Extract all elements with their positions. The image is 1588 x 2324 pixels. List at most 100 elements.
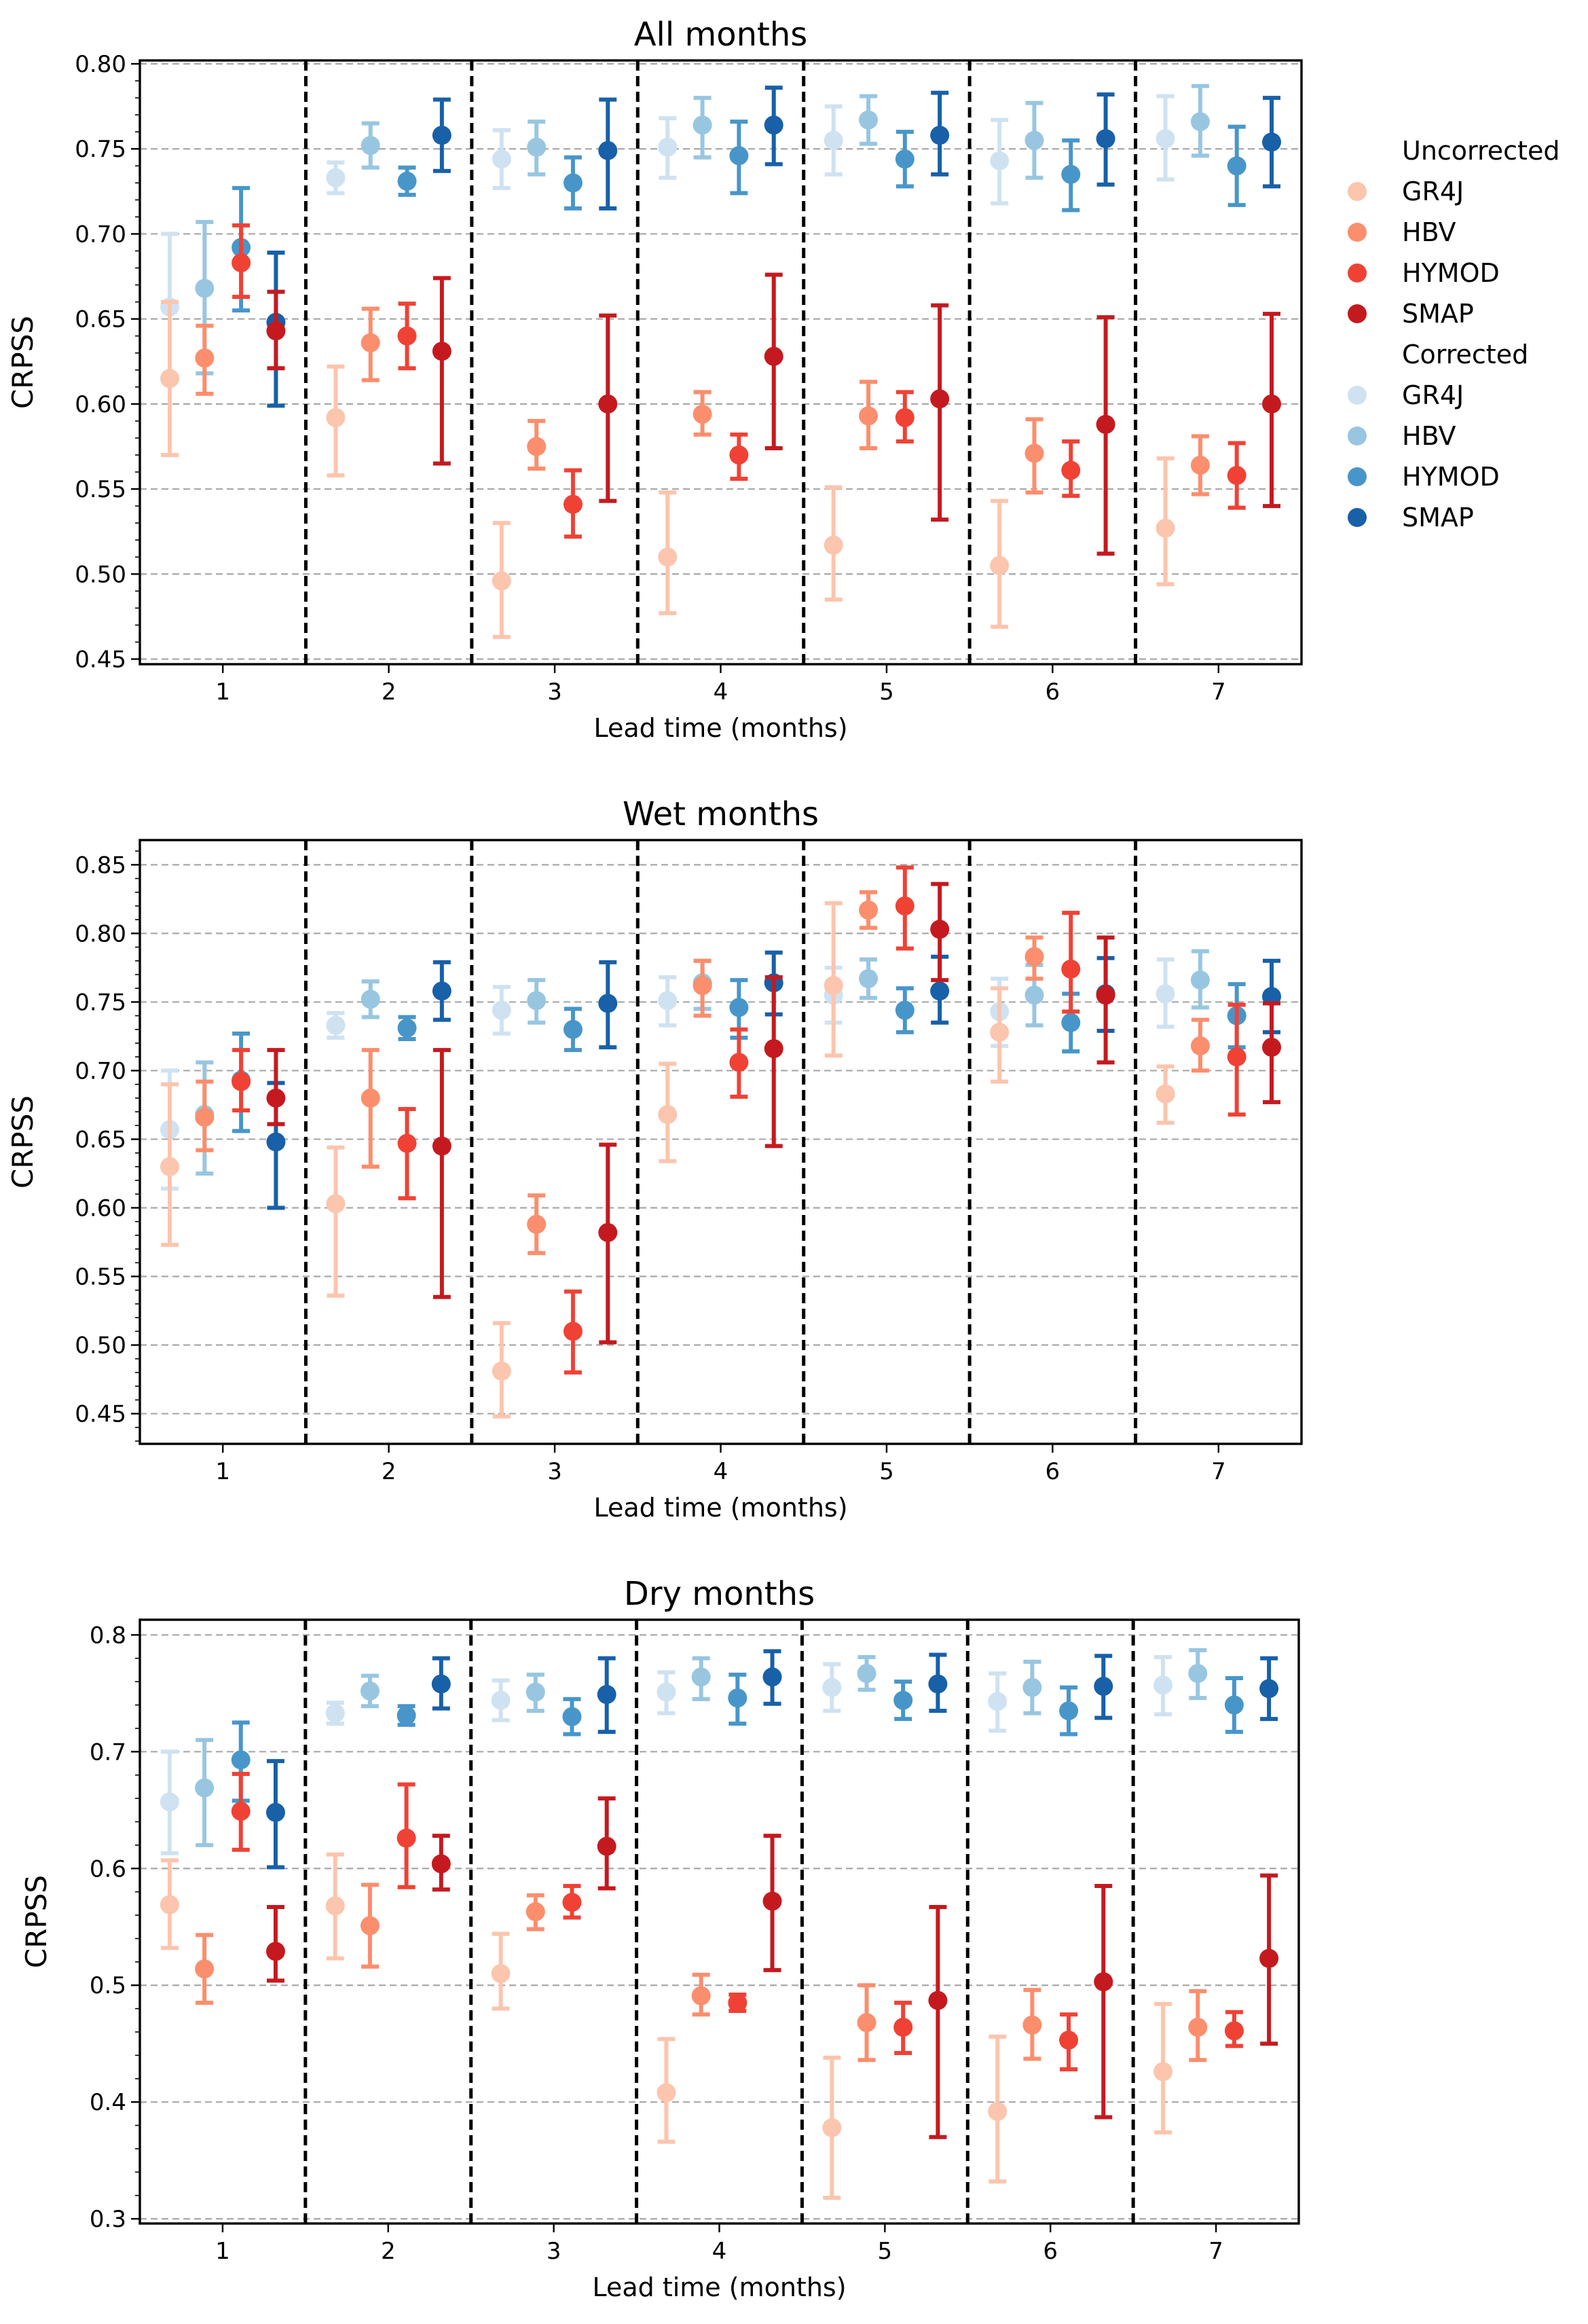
y-tick-label: 0.50 [75,561,126,588]
panel-2: 0.45 0.50 0.55 0.60 0.65 0.70 0.75 0.80 0.85 1 2 3 4… [6,795,1303,1523]
x-axis-label: Lead time (months) [593,1493,847,1523]
data-point [857,1664,876,1684]
legend-label: HYMOD [1402,258,1500,288]
data-point [1153,2062,1173,2082]
data-point [266,1132,286,1152]
chart-title: All months [634,16,808,54]
legend-label: HYMOD [1402,462,1500,492]
y-tick-label: 0.55 [75,476,126,503]
data-point [1262,1038,1282,1057]
data-point [527,137,547,157]
chart-title: Wet months [623,795,819,833]
data-point [1022,1677,1042,1697]
data-point [563,1019,583,1039]
data-point [597,1685,616,1705]
data-point [1259,1679,1279,1699]
legend-group-title: Corrected [1402,340,1528,369]
data-point [691,1986,711,2005]
x-tick-label: 5 [879,1458,894,1485]
data-point [1156,518,1175,538]
data-point [432,342,451,361]
data-point [1024,130,1044,150]
data-point [658,547,678,567]
data-point [360,1916,380,1936]
data-point [195,348,215,368]
legend-label: SMAP [1402,503,1474,532]
y-tick-label: 0.75 [75,989,126,1016]
y-axis-label: CRPSS [6,1095,39,1188]
data-point [895,407,915,427]
y-tick-label: 0.45 [75,1401,126,1428]
data-point [266,1088,286,1108]
legend-marker [1348,264,1367,283]
x-tick-label: 3 [547,1458,562,1485]
data-point [491,1690,511,1710]
data-point [265,1802,285,1822]
data-point [1024,947,1044,966]
x-tick-label: 1 [215,678,230,706]
series-uncorrected-smap [266,882,1282,1345]
data-point [990,151,1010,170]
data-point [527,991,547,1011]
y-tick-label: 0.7 [90,1739,126,1766]
data-point [396,1828,416,1848]
data-point [729,146,749,166]
data-point [658,991,678,1011]
data-point [492,571,511,591]
data-point [396,1706,416,1726]
data-point [1156,984,1175,1004]
data-point [1262,394,1282,414]
y-tick-label: 0.50 [75,1332,126,1360]
data-point [895,149,915,169]
legend-label: GR4J [1402,177,1464,206]
y-tick-label: 0.65 [75,1126,126,1153]
legend: Uncorrected GR4J HBV HYMOD SMAP Corrected GR4J… [1348,136,1559,532]
data-point [432,126,451,145]
data-point [657,2083,676,2103]
x-tick-label: 2 [382,678,396,706]
data-point [1096,129,1115,149]
data-point [1224,2021,1244,2041]
data-point [326,1194,346,1214]
data-point [859,110,879,130]
data-point [195,278,215,298]
data-point [1190,112,1210,132]
data-point [895,896,915,915]
data-point [824,535,843,555]
data-point [1227,466,1247,486]
data-point [988,1692,1008,1711]
x-tick-label: 4 [714,678,728,706]
data-point [1061,460,1081,480]
data-point [1153,1675,1173,1695]
series-uncorrected-hbv [195,890,1210,1256]
data-point [657,1682,676,1702]
data-point [326,168,346,187]
data-point [232,1072,251,1091]
data-point [397,1018,417,1038]
data-point [859,969,879,989]
legend-label: HBV [1402,217,1456,247]
data-point [857,2013,876,2033]
y-tick-label: 0.5 [90,1972,126,1999]
data-point [432,1136,451,1156]
data-point [990,556,1010,575]
data-point [729,1053,749,1072]
data-point [361,989,380,1009]
data-point [1024,443,1044,463]
x-tick-label: 7 [1211,1458,1226,1485]
y-tick-label: 0.45 [75,646,126,673]
data-point [491,1964,511,1984]
y-axis-label: CRPSS [20,1875,53,1968]
data-point [195,1108,215,1127]
data-point [693,976,712,996]
data-point [1061,164,1081,184]
series-uncorrected-gr4j [160,1852,1173,2200]
data-point [195,1778,215,1798]
data-point [1262,987,1282,1006]
data-point [397,171,417,191]
data-point [1227,156,1247,176]
data-point [764,346,783,366]
y-tick-label: 0.60 [75,391,126,418]
data-point [360,1681,380,1701]
data-point [729,445,749,465]
